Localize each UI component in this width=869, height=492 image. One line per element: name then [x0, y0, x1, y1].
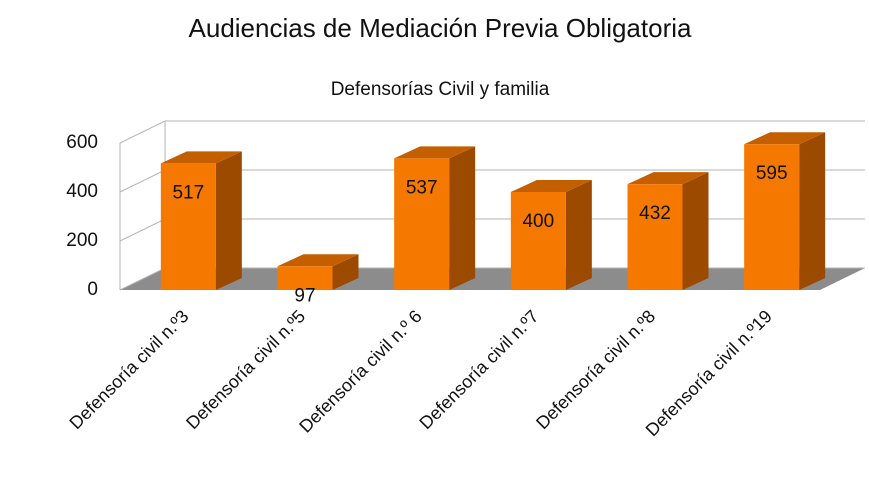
bar-side — [799, 132, 826, 290]
x-tick-label: Defensoría civil n.º8 — [532, 306, 659, 433]
bar-side — [565, 180, 592, 290]
y-tick-label: 200 — [66, 230, 98, 251]
chart-title: Audiencias de Mediación Previa Obligator… — [189, 13, 692, 43]
bar-top — [277, 254, 359, 267]
bar-front — [744, 144, 800, 290]
bar-front — [160, 163, 216, 290]
data-label: 400 — [522, 211, 554, 232]
bar-top — [160, 151, 242, 164]
data-label: 97 — [294, 285, 315, 306]
y-tick-label: 0 — [87, 279, 98, 300]
x-tick-label: Defensoría civil n.º5 — [182, 306, 309, 433]
bar-top — [744, 132, 826, 145]
y-tick-label: 400 — [66, 181, 98, 202]
x-tick-label: Defensoría civil n.º3 — [65, 306, 192, 433]
bar-top — [394, 146, 476, 159]
chart-subtitle: Defensorías Civil y familia — [331, 79, 550, 100]
bar-side — [449, 146, 476, 290]
bar-top — [627, 172, 709, 185]
x-tick-label: Defensoría civil n.º 6 — [295, 306, 426, 437]
bar — [510, 180, 592, 290]
data-label: 537 — [406, 177, 438, 198]
x-tick-label: Defensoría civil n.º19 — [642, 306, 776, 440]
bar-front — [510, 192, 566, 290]
bar-side — [215, 151, 242, 290]
bar-side — [332, 254, 359, 290]
data-label: 517 — [172, 182, 204, 203]
grid-line — [119, 120, 865, 144]
bar — [394, 146, 476, 290]
bar-side — [682, 172, 709, 290]
bar — [160, 151, 242, 290]
x-tick-label: Defensoría civil n.º7 — [415, 306, 542, 433]
bar — [277, 254, 359, 290]
bar-front — [627, 184, 683, 290]
bar-front — [394, 158, 450, 290]
data-label: 595 — [756, 163, 788, 184]
bar — [627, 172, 709, 290]
bar — [744, 132, 826, 290]
data-label: 432 — [639, 203, 671, 224]
y-tick-label: 600 — [66, 132, 98, 153]
bar-top — [510, 180, 592, 192]
bar-front — [277, 266, 333, 290]
